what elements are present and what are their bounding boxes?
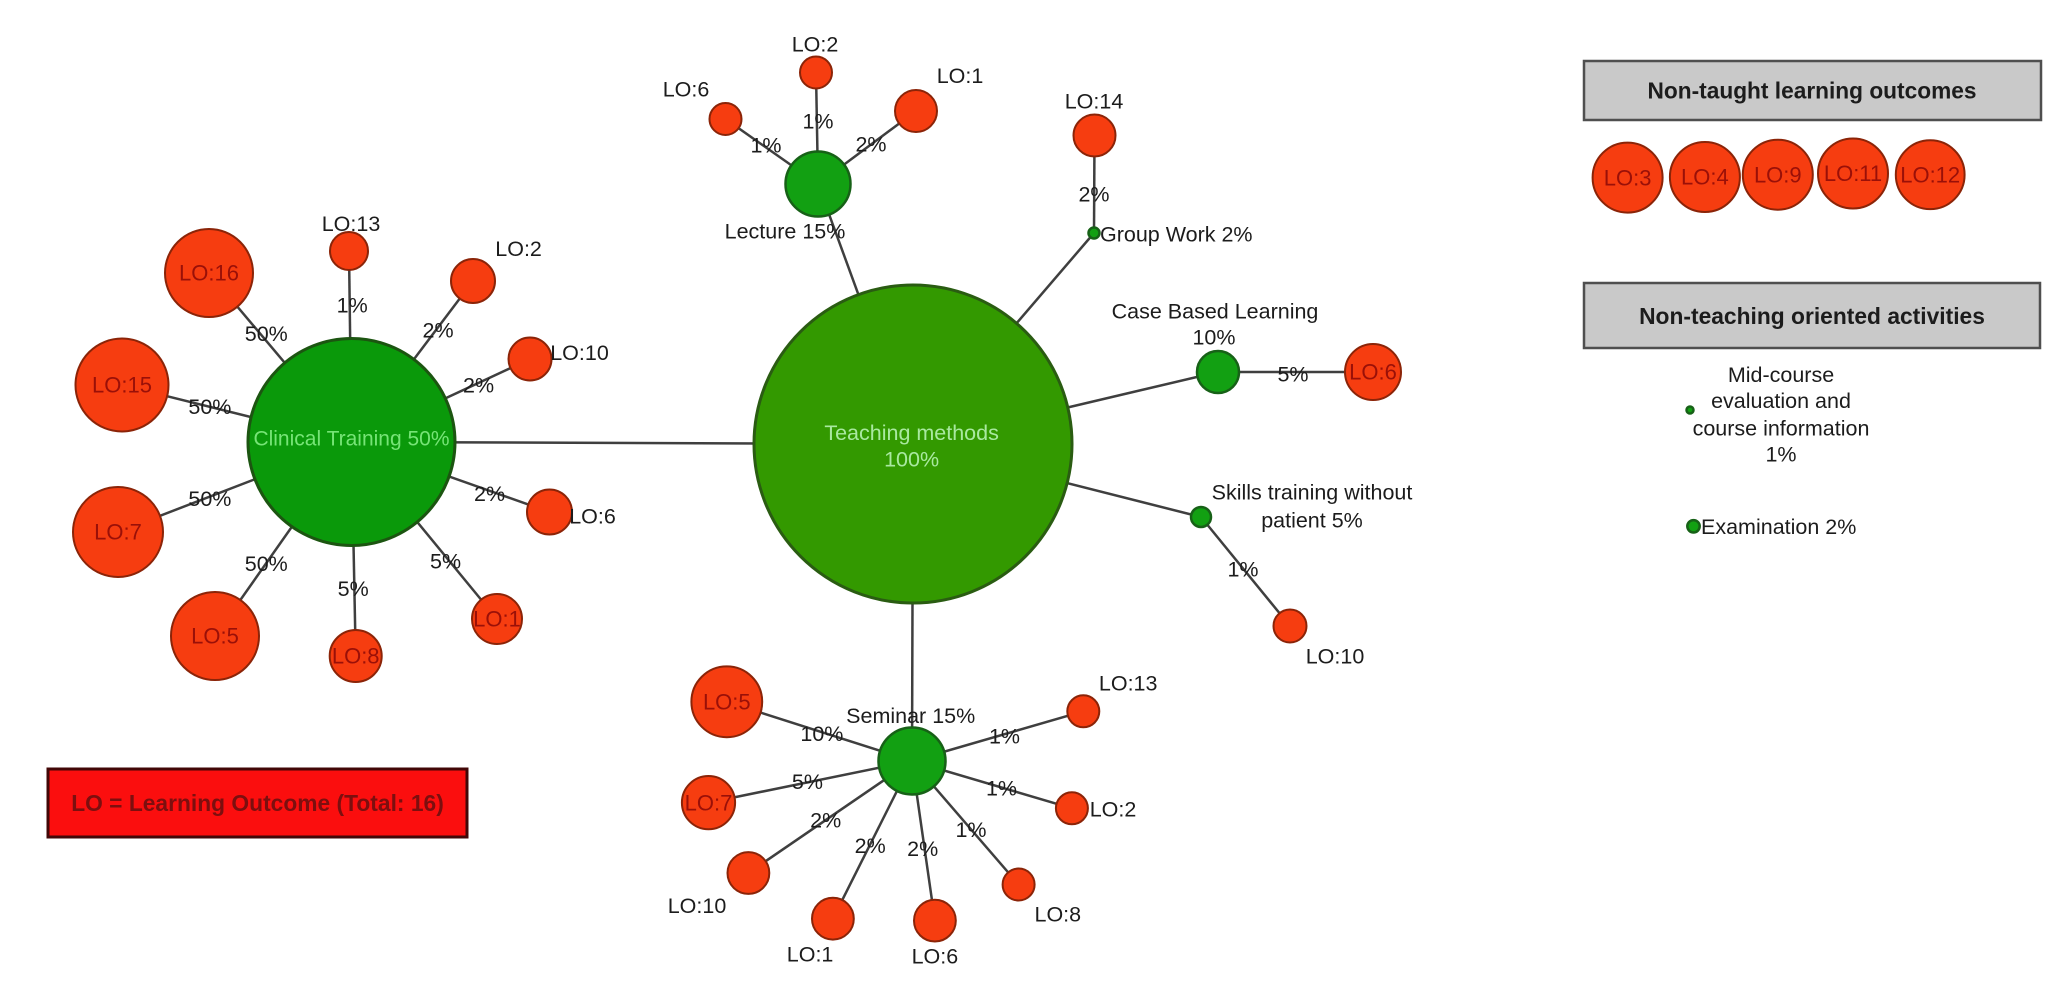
svg-text:LO:12: LO:12 [1900, 162, 1960, 187]
svg-text:50%: 50% [188, 487, 231, 511]
svg-text:LO:10: LO:10 [1306, 645, 1365, 669]
svg-text:LO:2: LO:2 [792, 33, 839, 57]
svg-text:LO:14: LO:14 [1065, 90, 1124, 114]
svg-text:course information: course information [1693, 417, 1870, 441]
svg-text:50%: 50% [245, 552, 288, 576]
svg-text:1%: 1% [986, 777, 1017, 801]
svg-text:1%: 1% [750, 134, 781, 158]
svg-text:1%: 1% [337, 293, 368, 317]
svg-text:LO:5: LO:5 [703, 690, 751, 715]
svg-text:LO:7: LO:7 [685, 790, 733, 815]
svg-text:Skills training without: Skills training without [1212, 481, 1413, 505]
svg-text:LO:4: LO:4 [1681, 165, 1729, 190]
svg-text:patient 5%: patient 5% [1261, 509, 1363, 533]
svg-text:LO:1: LO:1 [473, 607, 521, 632]
svg-text:LO:11: LO:11 [1824, 161, 1882, 186]
svg-text:LO:15: LO:15 [92, 373, 152, 398]
svg-text:LO:6: LO:6 [663, 78, 710, 102]
svg-text:Case Based Learning: Case Based Learning [1112, 300, 1319, 324]
svg-text:LO:13: LO:13 [322, 212, 381, 236]
svg-text:Lecture 15%: Lecture 15% [725, 220, 846, 244]
svg-text:LO:7: LO:7 [94, 520, 142, 545]
svg-text:50%: 50% [188, 395, 231, 419]
svg-text:Group Work 2%: Group Work 2% [1100, 223, 1253, 247]
svg-text:LO:6: LO:6 [912, 945, 959, 969]
svg-text:Clinical Training 50%: Clinical Training 50% [253, 427, 449, 450]
svg-text:LO:1: LO:1 [787, 943, 834, 967]
svg-text:LO:16: LO:16 [179, 261, 239, 286]
svg-text:50%: 50% [245, 322, 288, 346]
svg-text:LO:5: LO:5 [191, 624, 239, 649]
svg-text:evaluation and: evaluation and [1711, 389, 1851, 413]
svg-text:2%: 2% [423, 318, 454, 342]
svg-text:2%: 2% [474, 482, 505, 506]
svg-text:Mid-course: Mid-course [1728, 363, 1834, 387]
svg-text:2%: 2% [855, 834, 886, 858]
svg-text:LO:6: LO:6 [1349, 360, 1397, 385]
svg-text:LO:1: LO:1 [937, 64, 984, 88]
svg-text:LO = Learning Outcome (Total:: LO = Learning Outcome (Total: 16) [71, 790, 444, 816]
svg-text:LO:9: LO:9 [1754, 162, 1802, 187]
svg-text:LO:13: LO:13 [1099, 671, 1158, 695]
svg-text:LO:10: LO:10 [668, 894, 727, 918]
svg-text:1%: 1% [1765, 443, 1796, 467]
svg-text:Seminar 15%: Seminar 15% [846, 704, 975, 728]
svg-text:1%: 1% [989, 725, 1020, 749]
svg-text:10%: 10% [800, 722, 843, 746]
svg-text:LO:10: LO:10 [550, 341, 609, 365]
svg-text:10%: 10% [1192, 326, 1235, 350]
svg-text:2%: 2% [855, 133, 886, 157]
svg-text:LO:3: LO:3 [1604, 165, 1652, 190]
svg-text:5%: 5% [338, 577, 369, 601]
svg-text:LO:2: LO:2 [495, 237, 542, 261]
svg-text:Non-taught learning outcomes: Non-taught learning outcomes [1648, 77, 1977, 103]
svg-text:Teaching methods: Teaching methods [824, 421, 999, 445]
svg-text:2%: 2% [1078, 183, 1109, 207]
svg-text:Non-teaching oriented activiti: Non-teaching oriented activities [1639, 303, 1985, 329]
svg-text:2%: 2% [907, 837, 938, 861]
svg-text:LO:6: LO:6 [569, 505, 616, 529]
svg-text:2%: 2% [463, 373, 494, 397]
svg-text:LO:8: LO:8 [1034, 902, 1081, 926]
svg-text:5%: 5% [1277, 363, 1308, 387]
svg-text:5%: 5% [792, 770, 823, 794]
svg-text:100%: 100% [884, 448, 939, 472]
svg-text:2%: 2% [810, 808, 841, 832]
svg-text:LO:8: LO:8 [332, 644, 380, 669]
svg-text:Examination 2%: Examination 2% [1701, 515, 1856, 539]
svg-text:1%: 1% [802, 110, 833, 134]
svg-text:1%: 1% [955, 818, 986, 842]
svg-text:5%: 5% [430, 550, 461, 574]
svg-text:LO:2: LO:2 [1090, 798, 1137, 822]
svg-text:1%: 1% [1227, 558, 1258, 582]
